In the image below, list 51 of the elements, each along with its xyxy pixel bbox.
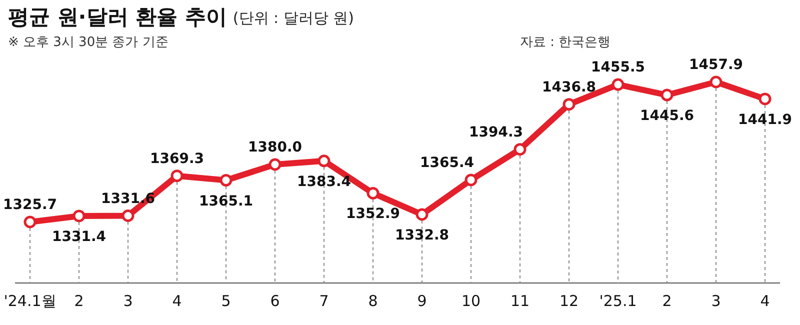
data-label: 1369.3	[150, 150, 204, 167]
data-label: 1325.7	[2, 197, 58, 213]
data-label: 1441.9	[738, 112, 792, 128]
data-label: 1352.9	[346, 206, 400, 222]
point	[72, 210, 86, 222]
data-label: 1365.4	[420, 154, 474, 171]
point	[710, 76, 722, 88]
x-tick-label: 11	[510, 292, 530, 310]
x-tick-label: '24.1월	[4, 292, 56, 310]
x-tick-label: 3	[711, 292, 721, 310]
x-tick-label: 12	[559, 292, 579, 310]
point	[24, 216, 36, 228]
data-label: 1383.4	[296, 174, 352, 190]
point	[514, 143, 526, 156]
point	[268, 158, 282, 171]
x-tick-label: 6	[270, 292, 280, 310]
point	[464, 174, 478, 186]
point	[170, 170, 184, 182]
chart-subtitle: (단위 : 달러당 원)	[232, 9, 354, 27]
point	[122, 210, 134, 222]
data-label: 1457.9	[688, 57, 744, 73]
point	[562, 98, 576, 111]
point	[660, 88, 674, 102]
data-label: 1455.5	[590, 60, 646, 76]
x-tick-label: 9	[417, 292, 427, 310]
point	[612, 78, 624, 91]
text: 자료 : 한국은행	[520, 35, 611, 50]
chart-title: 평균 원·달러 환율 추이	[8, 5, 227, 29]
point	[220, 174, 232, 187]
data-label: 1380.0	[248, 139, 302, 156]
point	[416, 208, 428, 221]
x-tick-label: 8	[368, 292, 378, 310]
data-label: 1445.6	[640, 108, 694, 124]
data-label: 1365.1	[198, 193, 254, 210]
x-tick-label: '25.1	[599, 292, 637, 310]
point	[758, 92, 772, 106]
point	[318, 154, 330, 168]
data-label: 1331.4	[52, 228, 106, 245]
data-label: 1332.8	[394, 227, 450, 244]
x-tick-label: 2	[74, 292, 84, 310]
x-tick-label: 2	[662, 292, 672, 310]
data-label: 1394.3	[468, 124, 524, 140]
x-tick-label: 5	[221, 292, 231, 310]
x-tick-label: 3	[123, 292, 133, 310]
x-tick-label: 4	[172, 292, 182, 310]
x-tick-label: 4	[760, 292, 770, 310]
text: ※ 오후 3시 30분 종가 기준	[8, 35, 168, 50]
x-tick-label: 7	[319, 292, 329, 310]
data-label: 1436.8	[542, 79, 596, 96]
x-tick-label: 10	[461, 292, 481, 310]
point	[366, 186, 380, 200]
